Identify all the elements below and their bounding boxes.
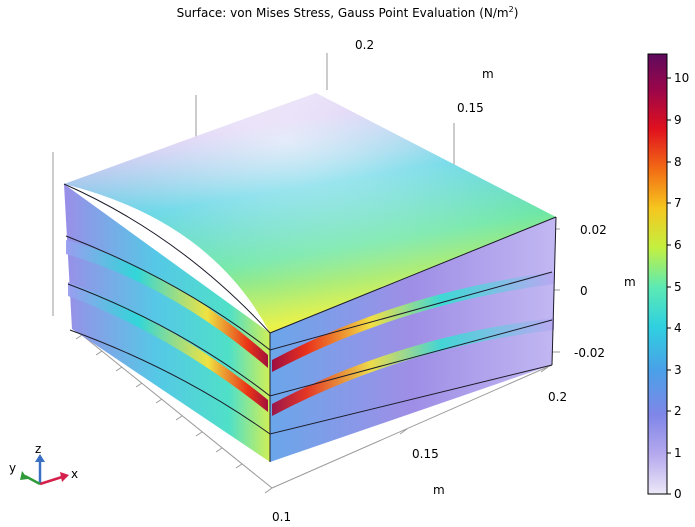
x-arrow-icon bbox=[39, 475, 63, 486]
z-tick-label: 0.02 bbox=[580, 223, 607, 237]
block-right-face bbox=[270, 217, 556, 462]
colorbar-tick-label: 9 bbox=[674, 113, 682, 127]
laminate-block[interactable] bbox=[63, 93, 557, 462]
x-tick-label: 0.1 bbox=[272, 510, 291, 524]
triad-x-label: x bbox=[71, 467, 78, 481]
block-left-face bbox=[64, 184, 270, 462]
colorbar-tick-label: 10 bbox=[674, 71, 689, 85]
colorbar-tick-label: 0 bbox=[674, 487, 682, 501]
colorbar-gradient bbox=[647, 53, 668, 495]
y-tick-label: 0.2 bbox=[355, 38, 374, 52]
colorbar-tick-label: 7 bbox=[674, 196, 682, 210]
plot-title: Surface: von Mises Stress, Gauss Point E… bbox=[176, 5, 519, 20]
stress-band-lower-left bbox=[68, 282, 268, 412]
y-arrow-icon bbox=[24, 474, 41, 486]
colorbar-tick-label: 5 bbox=[674, 280, 682, 294]
colorbar-tick-label: 2 bbox=[674, 404, 682, 418]
z-tick-label: -0.02 bbox=[574, 346, 605, 360]
y-axis-unit: m bbox=[482, 67, 494, 81]
triad-y-label: y bbox=[9, 461, 16, 475]
axis-triad: z x y bbox=[9, 442, 78, 486]
colorbar-tick-label: 6 bbox=[674, 238, 682, 252]
x-tick-label: 0.2 bbox=[548, 390, 567, 404]
x-tick-label: 0.15 bbox=[412, 447, 439, 461]
z-axis-labels: 0.02 0 -0.02 m bbox=[574, 223, 636, 360]
y-axis-labels: 0.2 0.15 m bbox=[355, 38, 494, 115]
stress-band-upper-left bbox=[66, 240, 268, 368]
stress-band-upper-right bbox=[272, 272, 554, 372]
colorbar-tick-label: 4 bbox=[674, 321, 682, 335]
x-axis-unit: m bbox=[433, 483, 445, 497]
stress-band-lower-right bbox=[272, 318, 554, 416]
colorbar-tick-label: 3 bbox=[674, 363, 682, 377]
x-axis-labels: 0.1 0.15 0.2 m bbox=[272, 390, 567, 524]
z-axis-unit: m bbox=[624, 275, 636, 289]
colorbar-tick-label: 1 bbox=[674, 446, 682, 460]
y-tick-label: 0.15 bbox=[457, 101, 484, 115]
z-tick-label: 0 bbox=[580, 284, 588, 298]
colorbar-tick-label: 8 bbox=[674, 155, 682, 169]
triad-z-label: z bbox=[35, 442, 41, 456]
colorbar: 10 9 8 7 6 5 4 3 2 1 0 bbox=[647, 53, 689, 501]
